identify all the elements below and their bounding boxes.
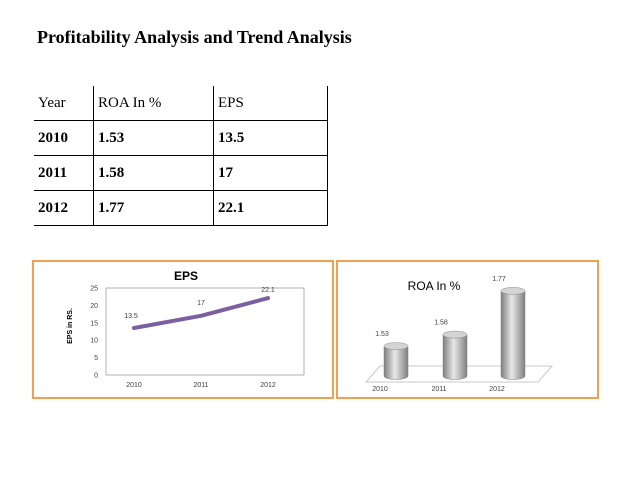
data-table: Year ROA In % EPS 2010 1.53 13.5 2011 1.… (34, 86, 328, 226)
roa-data-label: 1.58 (434, 320, 448, 327)
roa-data-label: 1.53 (375, 331, 389, 338)
roa-floor (364, 365, 554, 383)
eps-y-axis-label: EPS in RS. (67, 308, 74, 344)
roa-chart: ROA In % 1.53 1.58 1.77 2010 2011 2012 (364, 276, 554, 393)
header-cell-roa: ROA In % (93, 86, 214, 121)
eps-y-tick-label: 25 (90, 286, 98, 293)
roa-bar (442, 330, 468, 380)
roa-x-tick-label: 2012 (489, 386, 505, 393)
eps-x-tick-label: 2012 (260, 382, 276, 389)
page-title: Profitability Analysis and Trend Analysi… (37, 27, 352, 47)
table-cell-roa: 1.53 (93, 120, 214, 156)
eps-data-label: 13.5 (124, 313, 138, 320)
eps-chart: EPS EPS in RS. 0 5 10 15 20 25 2010 2011 2012 1… (67, 269, 305, 389)
table-cell-year: 2011 (34, 155, 94, 191)
roa-bar-body (383, 345, 409, 380)
eps-chart-panel: EPS EPS in RS. 0 5 10 15 20 25 2010 2011 2012 1… (32, 260, 334, 399)
roa-bar-body (442, 334, 468, 380)
eps-y-tick-label: 0 (94, 373, 98, 380)
roa-chart-title: ROA In % (408, 279, 461, 293)
roa-x-tick-label: 2010 (372, 386, 388, 393)
table-cell-eps: 17 (213, 155, 328, 191)
table-row: 2010 1.53 13.5 (34, 120, 328, 156)
header-cell-year: Year (34, 86, 94, 121)
table-cell-roa: 1.77 (93, 190, 214, 226)
eps-series-line (132, 296, 270, 331)
table-cell-roa: 1.58 (93, 155, 214, 191)
eps-data-label: 22.1 (261, 287, 275, 294)
eps-data-label: 17 (197, 300, 205, 307)
table-cell-year: 2012 (34, 190, 94, 226)
header-cell-eps: EPS (213, 86, 328, 121)
table-header-row: Year ROA In % EPS (34, 86, 328, 121)
table-cell-eps: 22.1 (213, 190, 328, 226)
table-cell-year: 2010 (34, 120, 94, 156)
eps-chart-title: EPS (174, 269, 198, 283)
roa-bar-top (442, 330, 468, 339)
eps-y-tick-label: 10 (90, 338, 98, 345)
roa-chart-panel: ROA In % 1.53 1.58 1.77 2010 2011 2012 (336, 260, 599, 399)
roa-bar (383, 342, 409, 380)
roa-bar (500, 287, 526, 380)
eps-y-tick-label: 20 (90, 303, 98, 310)
table-cell-eps: 13.5 (213, 120, 328, 156)
table-row: 2012 1.77 22.1 (34, 190, 328, 226)
eps-y-tick-label: 15 (90, 320, 98, 327)
eps-x-tick-label: 2011 (193, 382, 208, 389)
table-row: 2011 1.58 17 (34, 155, 328, 191)
roa-x-tick-label: 2011 (431, 386, 446, 393)
eps-x-tick-label: 2010 (126, 382, 142, 389)
roa-data-label: 1.77 (492, 276, 506, 283)
eps-y-tick-label: 5 (94, 355, 98, 362)
roa-bar-top (500, 287, 526, 295)
roa-bar-top (383, 342, 409, 350)
roa-bar-body (500, 290, 526, 380)
